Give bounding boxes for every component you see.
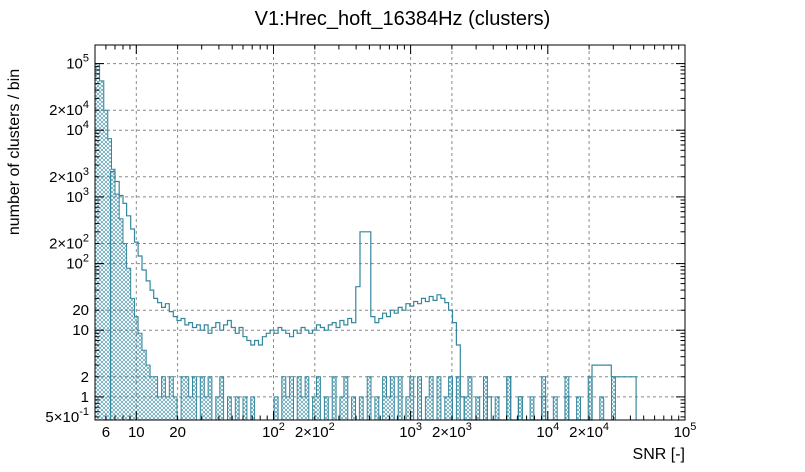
svg-text:20: 20 (72, 302, 89, 319)
svg-text:2×103: 2×103 (432, 421, 472, 441)
svg-text:1: 1 (81, 389, 89, 406)
svg-text:10: 10 (72, 322, 89, 339)
svg-text:103: 103 (66, 186, 89, 206)
svg-text:20: 20 (169, 424, 186, 441)
svg-text:102: 102 (66, 253, 89, 273)
svg-text:2×103: 2×103 (49, 166, 89, 186)
svg-text:10: 10 (128, 424, 145, 441)
chart-title: V1:Hrec_hoft_16384Hz (clusters) (254, 8, 551, 30)
filled-histogram (94, 63, 616, 421)
tick-labels: 6 10 20 102 2×102 103 2×103 104 2×104 1055×10-112… (45, 53, 696, 441)
outline-histogram (110, 171, 637, 421)
axis-ticks (95, 45, 686, 420)
y-axis-label: number of clusters / bin (6, 68, 23, 236)
gridlines (95, 45, 685, 420)
svg-text:104: 104 (66, 119, 89, 139)
svg-text:2×102: 2×102 (49, 233, 89, 253)
plot-frame (94, 44, 686, 421)
x-axis-label: SNR [-] (632, 446, 685, 463)
svg-text:2×104: 2×104 (49, 99, 89, 119)
svg-text:6: 6 (102, 424, 110, 441)
svg-text:105: 105 (66, 53, 89, 73)
svg-text:103: 103 (399, 421, 422, 441)
svg-text:102: 102 (262, 421, 285, 441)
svg-text:2×104: 2×104 (569, 421, 609, 441)
svg-text:5×10-1: 5×10-1 (45, 406, 89, 426)
svg-text:104: 104 (536, 421, 559, 441)
svg-text:105: 105 (674, 421, 697, 441)
svg-text:2×102: 2×102 (295, 421, 335, 441)
svg-text:2: 2 (81, 369, 89, 386)
